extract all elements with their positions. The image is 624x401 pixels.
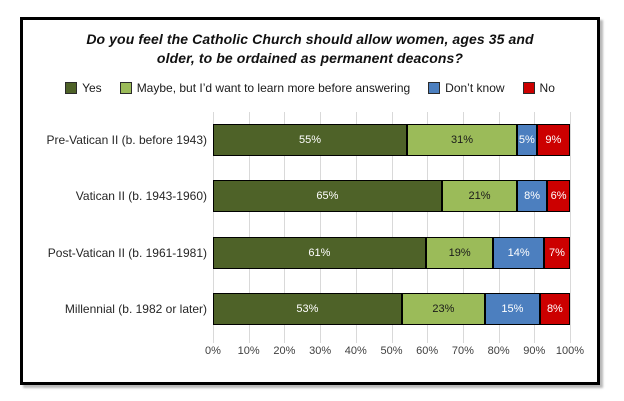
bar-value-label: 53% bbox=[296, 302, 319, 315]
bar-value-label: 7% bbox=[548, 246, 565, 259]
gridline bbox=[534, 112, 536, 343]
category-label: Vatican II (b. 1943-1960) bbox=[75, 189, 207, 204]
bar-row-pre-vatican-ii-b-before-1943: 55% 31% 5% 9% bbox=[213, 124, 570, 157]
bar-segment-maybe-but-i-d-want-to-learn-more-before-answering: 23% bbox=[401, 292, 485, 325]
x-axis-tick-label: 20% bbox=[273, 345, 296, 357]
gridline bbox=[284, 112, 286, 343]
legend-swatch-icon bbox=[65, 82, 78, 94]
bar-value-label: 8% bbox=[524, 190, 541, 203]
x-axis-tick-label: 0% bbox=[205, 345, 221, 357]
bar-segment-yes: 65% bbox=[213, 180, 442, 213]
bar-segment-maybe-but-i-d-want-to-learn-more-before-answering: 31% bbox=[406, 124, 518, 157]
legend-swatch-icon bbox=[119, 82, 132, 94]
bar-segment-no: 9% bbox=[536, 124, 570, 157]
bar-segment-no: 6% bbox=[547, 180, 570, 213]
legend-swatch-icon bbox=[428, 82, 441, 94]
bar-value-label: 21% bbox=[468, 190, 491, 203]
category-label: Post-Vatican II (b. 1961-1981) bbox=[47, 245, 207, 260]
bar-segment-maybe-but-i-d-want-to-learn-more-before-answering: 19% bbox=[425, 236, 494, 269]
bar-segment-yes: 53% bbox=[213, 292, 402, 325]
legend-item-don-t-know: Don’t know bbox=[428, 81, 505, 95]
gridline bbox=[213, 112, 214, 343]
bar-value-label: 5% bbox=[518, 134, 535, 147]
bar-segment-yes: 55% bbox=[213, 124, 407, 157]
legend: Yes Maybe, but I’d want to learn more bef… bbox=[23, 81, 597, 95]
x-axis-tick-label: 40% bbox=[344, 345, 367, 357]
bar-value-label: 31% bbox=[451, 134, 474, 147]
gridline bbox=[391, 112, 393, 343]
legend-item-yes: Yes bbox=[65, 81, 102, 95]
bar-value-label: 15% bbox=[501, 302, 524, 315]
bar-value-label: 14% bbox=[507, 246, 530, 259]
category-label: Pre-Vatican II (b. before 1943) bbox=[46, 133, 207, 148]
bar-value-label: 23% bbox=[432, 302, 455, 315]
gridline bbox=[427, 112, 429, 343]
bar-value-label: 61% bbox=[308, 246, 331, 259]
gridline bbox=[248, 112, 250, 343]
legend-item-no: No bbox=[522, 81, 555, 95]
bar-value-label: 6% bbox=[550, 190, 567, 203]
gridline bbox=[570, 112, 571, 343]
x-axis-tick-label: 50% bbox=[380, 345, 403, 357]
plot-area: 55% 31% 5% 9% 65% 21% 8% 6% 61% 19% 14% 7% 53% 23% 15%… bbox=[213, 112, 571, 343]
chart-title: Do you feel the Catholic Church should a… bbox=[23, 30, 597, 68]
bar-value-label: 8% bbox=[546, 302, 563, 315]
bar-row-millennial-b-1982-or-later: 53% 23% 15% 8% bbox=[213, 292, 570, 325]
bar-segment-maybe-but-i-d-want-to-learn-more-before-answering: 21% bbox=[441, 180, 518, 213]
legend-label: Don’t know bbox=[445, 81, 505, 95]
bar-row-vatican-ii-b-1943-1960: 65% 21% 8% 6% bbox=[213, 180, 570, 213]
bar-value-label: 65% bbox=[316, 190, 339, 203]
category-label: Millennial (b. 1982 or later) bbox=[64, 301, 207, 316]
bar-value-label: 55% bbox=[298, 134, 321, 147]
legend-label: Maybe, but I’d want to learn more before… bbox=[136, 81, 411, 95]
gridline bbox=[320, 112, 322, 343]
bar-segment-no: 7% bbox=[543, 236, 570, 269]
gridline bbox=[355, 112, 357, 343]
legend-swatch-icon bbox=[522, 82, 535, 94]
chart-title-line-2: older, to be ordained as permanent deaco… bbox=[156, 50, 464, 66]
bar-value-label: 19% bbox=[448, 246, 471, 259]
bar-segment-don-t-know: 5% bbox=[517, 124, 537, 157]
chart-title-line-1: Do you feel the Catholic Church should a… bbox=[86, 31, 534, 47]
chart-frame: Do you feel the Catholic Church should a… bbox=[20, 17, 600, 385]
bar-segment-don-t-know: 15% bbox=[484, 292, 540, 325]
x-axis-tick-label: 90% bbox=[523, 345, 546, 357]
bar-segment-yes: 61% bbox=[213, 236, 426, 269]
bar-segment-no: 8% bbox=[539, 292, 570, 325]
x-axis-tick-label: 30% bbox=[309, 345, 332, 357]
legend-item-maybe-but-i-d-want-to-learn-more-before-answering: Maybe, but I’d want to learn more before… bbox=[119, 81, 411, 95]
gridline bbox=[498, 112, 500, 343]
bar-segment-don-t-know: 8% bbox=[517, 180, 548, 213]
value-axis: 0% 10% 20% 30% 40% 50% 60% 70% 80% 90% 100% bbox=[205, 345, 584, 359]
bar-value-label: 9% bbox=[545, 134, 562, 147]
x-axis-tick-label: 100% bbox=[555, 345, 585, 357]
gridline bbox=[462, 112, 464, 343]
category-axis: Pre-Vatican II (b. before 1943) Vatican I… bbox=[23, 112, 207, 337]
legend-label: No bbox=[539, 81, 555, 95]
legend-label: Yes bbox=[82, 81, 102, 95]
x-axis-tick-label: 70% bbox=[451, 345, 474, 357]
bar-segment-don-t-know: 14% bbox=[493, 236, 544, 269]
x-axis-tick-label: 60% bbox=[416, 345, 439, 357]
x-axis-tick-label: 80% bbox=[487, 345, 510, 357]
x-axis-tick-label: 10% bbox=[237, 345, 260, 357]
bar-row-post-vatican-ii-b-1961-1981: 61% 19% 14% 7% bbox=[213, 236, 570, 269]
